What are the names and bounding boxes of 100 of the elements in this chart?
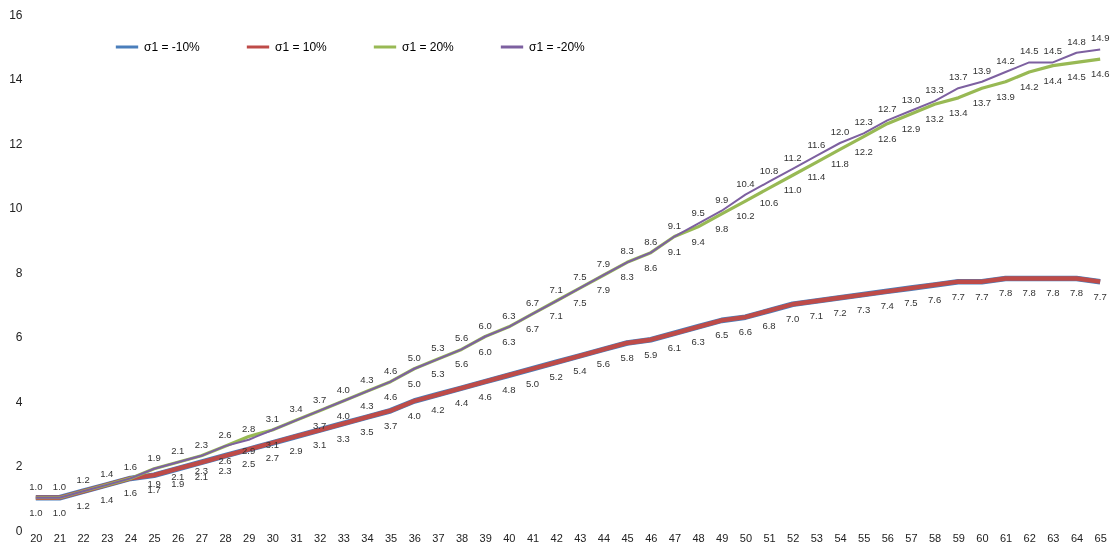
data-label: 3.5 — [360, 426, 374, 438]
data-label: 5.3 — [431, 368, 445, 380]
data-label: 1.4 — [100, 493, 114, 505]
x-tick-label: 20 — [30, 531, 43, 544]
data-label: 7.0 — [786, 313, 800, 325]
x-tick-label: 31 — [290, 531, 303, 544]
x-tick-label: 55 — [858, 531, 871, 544]
x-tick-label: 56 — [881, 531, 894, 544]
data-label: 1.9 — [147, 451, 161, 463]
data-label: 5.0 — [525, 377, 540, 389]
data-label: 1.0 — [52, 480, 67, 492]
x-tick-label: 32 — [314, 531, 327, 544]
data-label: 6.7 — [525, 322, 540, 334]
data-label: 7.4 — [880, 300, 894, 312]
data-label: 11.8 — [831, 158, 849, 170]
data-label: 3.3 — [336, 432, 350, 444]
data-label: 1.0 — [52, 506, 67, 518]
data-label: 6.0 — [478, 319, 492, 331]
data-label: 13.7 — [949, 71, 968, 83]
data-label: 12.6 — [878, 132, 897, 144]
data-label: 10.6 — [759, 197, 779, 209]
data-label: 14.8 — [1067, 35, 1086, 47]
data-label: 4.0 — [336, 384, 350, 395]
data-label: 2.9 — [289, 445, 303, 457]
y-tick-label: 16 — [9, 7, 23, 22]
data-label: 14.2 — [1019, 81, 1039, 93]
data-label: 7.9 — [596, 258, 611, 270]
x-tick-label: 26 — [172, 531, 185, 544]
data-label: 1.2 — [76, 474, 90, 486]
x-tick-label: 25 — [148, 531, 161, 544]
x-tick-label: 23 — [101, 531, 114, 544]
x-tick-label: 52 — [787, 531, 800, 544]
x-tick-label: 47 — [668, 531, 682, 544]
data-label: 8.3 — [620, 271, 634, 283]
x-tick-label: 21 — [53, 531, 67, 544]
y-tick-label: 8 — [15, 265, 23, 280]
data-label: 2.5 — [242, 458, 256, 470]
x-tick-label: 38 — [455, 531, 469, 544]
data-label: 7.5 — [573, 297, 587, 309]
x-tick-label: 60 — [976, 531, 989, 544]
data-label: 5.6 — [596, 358, 611, 370]
x-tick-label: 24 — [124, 531, 138, 544]
data-label: 13.9 — [972, 64, 992, 76]
x-tick-label: 35 — [384, 531, 398, 544]
data-label: 7.3 — [857, 303, 871, 315]
data-label: 4.8 — [502, 384, 516, 396]
y-tick-label: 2 — [15, 459, 23, 473]
data-label: 12.2 — [854, 145, 873, 157]
data-label: 9.5 — [691, 206, 705, 218]
x-tick-label: 43 — [574, 531, 587, 544]
data-label: 6.0 — [478, 345, 492, 357]
data-label: 13.9 — [996, 90, 1015, 102]
data-label: 14.9 — [1090, 32, 1110, 44]
x-tick-label: 54 — [834, 531, 847, 544]
x-tick-label: 41 — [526, 531, 540, 544]
data-label: 7.7 — [975, 290, 989, 302]
data-label: 13.0 — [901, 93, 921, 105]
x-tick-label: 22 — [77, 531, 90, 544]
x-tick-label: 45 — [621, 531, 634, 544]
data-label: 4.2 — [431, 403, 445, 415]
x-tick-label: 63 — [1047, 531, 1060, 544]
data-label: 2.3 — [218, 464, 232, 476]
data-label: 5.8 — [620, 351, 634, 363]
data-label: 6.5 — [715, 329, 729, 341]
data-label: 6.3 — [502, 335, 516, 347]
x-tick-label: 30 — [266, 531, 279, 544]
data-label: 4.6 — [384, 390, 398, 402]
x-tick-label: 51 — [763, 531, 776, 544]
data-label: 3.1 — [313, 439, 327, 451]
data-label: 12.7 — [878, 103, 897, 115]
data-label: 7.7 — [1093, 290, 1107, 302]
data-label: 8.3 — [620, 245, 634, 257]
x-tick-label: 64 — [1070, 531, 1084, 544]
x-tick-label: 46 — [645, 531, 658, 544]
data-label: 3.1 — [265, 413, 279, 425]
data-label: 14.5 — [1019, 45, 1039, 57]
data-label: 10.8 — [759, 164, 779, 176]
data-label: 1.2 — [76, 500, 90, 512]
data-label: 11.4 — [807, 171, 826, 183]
data-label: 6.3 — [691, 335, 705, 347]
x-tick-label: 37 — [432, 531, 445, 544]
x-tick-label: 27 — [195, 531, 209, 544]
data-label: 4.6 — [478, 390, 492, 402]
y-tick-label: 6 — [15, 330, 23, 344]
data-label: 1.0 — [29, 506, 43, 518]
x-tick-label: 48 — [692, 531, 705, 544]
data-label: 7.8 — [998, 287, 1013, 299]
data-label: 2.8 — [242, 422, 256, 434]
data-label: 2.6 — [218, 429, 232, 441]
x-tick-label: 61 — [999, 531, 1013, 544]
data-label: 4.6 — [384, 364, 398, 376]
data-label: 2.6 — [218, 455, 232, 467]
data-label: 6.3 — [502, 309, 516, 321]
data-label: 11.6 — [807, 138, 826, 150]
data-label: 6.7 — [525, 296, 540, 308]
data-label: 9.1 — [667, 245, 682, 257]
data-label: 2.7 — [265, 451, 279, 463]
data-label: 9.8 — [715, 222, 729, 234]
data-label: 14.4 — [1043, 74, 1063, 86]
data-label: 7.7 — [951, 290, 965, 302]
